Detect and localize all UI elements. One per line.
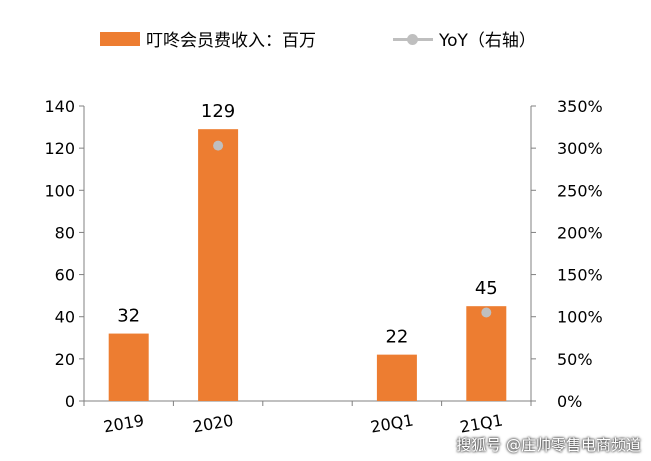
right-axis-tick-label: 300% bbox=[557, 139, 603, 158]
bar bbox=[198, 129, 239, 401]
bar bbox=[376, 354, 417, 401]
x-axis-tick-label: 2020 bbox=[191, 411, 234, 437]
bar-data-label: 45 bbox=[475, 278, 498, 299]
x-axis-tick-label: 21Q1 bbox=[458, 410, 504, 436]
right-axis-tick-label: 50% bbox=[557, 350, 593, 369]
legend-item-yoy: YoY（右轴） bbox=[393, 26, 536, 51]
left-axis-tick-label: 0 bbox=[65, 392, 75, 411]
right-axis-tick-label: 250% bbox=[557, 181, 603, 200]
bar bbox=[108, 333, 149, 401]
yoy-point bbox=[481, 307, 492, 318]
legend-bar-swatch bbox=[100, 31, 140, 46]
bar-data-label: 32 bbox=[117, 306, 140, 327]
bar bbox=[466, 306, 507, 401]
left-axis-tick-label: 40 bbox=[55, 308, 75, 327]
left-axis-tick-label: 100 bbox=[44, 181, 75, 200]
x-axis-tick-label: 2019 bbox=[102, 411, 145, 437]
left-axis-tick-label: 60 bbox=[55, 266, 75, 285]
chart-legend: 叮咚会员费收入：百万 YoY（右轴） bbox=[0, 26, 651, 54]
legend-label-revenue: 叮咚会员费收入：百万 bbox=[146, 31, 316, 51]
legend-line-swatch bbox=[393, 32, 433, 46]
legend-label-yoy: YoY（右轴） bbox=[439, 31, 536, 51]
left-axis-tick-label: 140 bbox=[44, 97, 75, 116]
bar-data-label: 22 bbox=[385, 327, 408, 348]
right-axis-tick-label: 100% bbox=[557, 308, 603, 327]
legend-item-revenue: 叮咚会员费收入：百万 bbox=[100, 26, 316, 51]
left-axis-tick-label: 80 bbox=[55, 223, 75, 242]
x-axis-tick-label: 20Q1 bbox=[369, 410, 415, 436]
left-axis-tick-label: 20 bbox=[55, 350, 75, 369]
left-axis-tick-label: 120 bbox=[44, 139, 75, 158]
right-axis-tick-label: 0% bbox=[557, 392, 582, 411]
yoy-point bbox=[213, 140, 224, 151]
right-axis-tick-label: 150% bbox=[557, 266, 603, 285]
right-axis-tick-label: 200% bbox=[557, 223, 603, 242]
watermark: 搜狐号 @庄帅零售电商频道 bbox=[456, 436, 641, 454]
right-axis-tick-label: 350% bbox=[557, 97, 603, 116]
bar-data-label: 129 bbox=[201, 101, 235, 122]
